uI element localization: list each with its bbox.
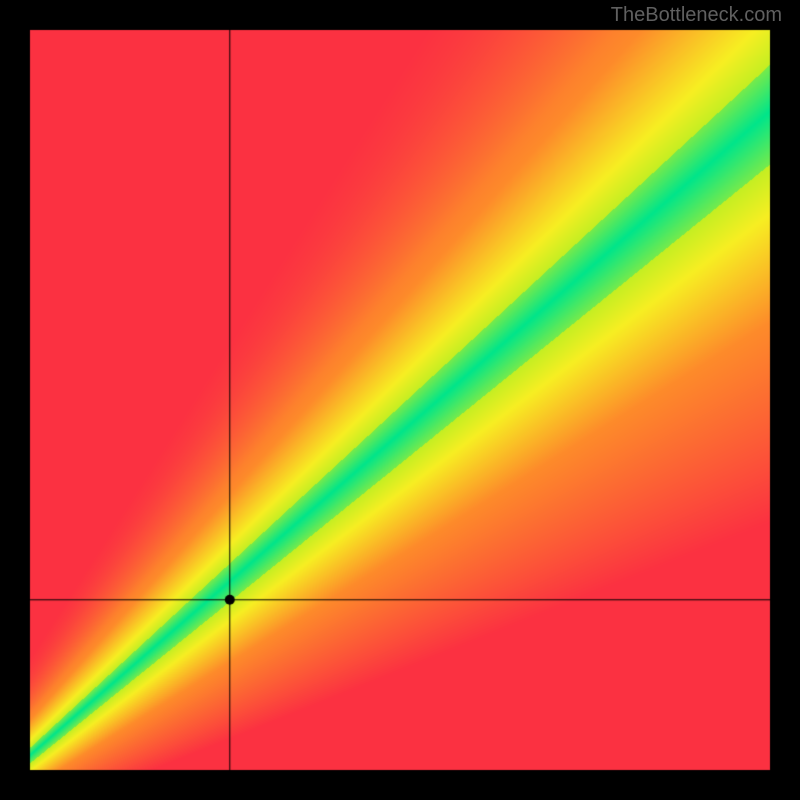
heatmap-canvas xyxy=(0,0,800,800)
watermark-text: TheBottleneck.com xyxy=(611,4,782,27)
chart-container: TheBottleneck.com xyxy=(0,0,800,800)
